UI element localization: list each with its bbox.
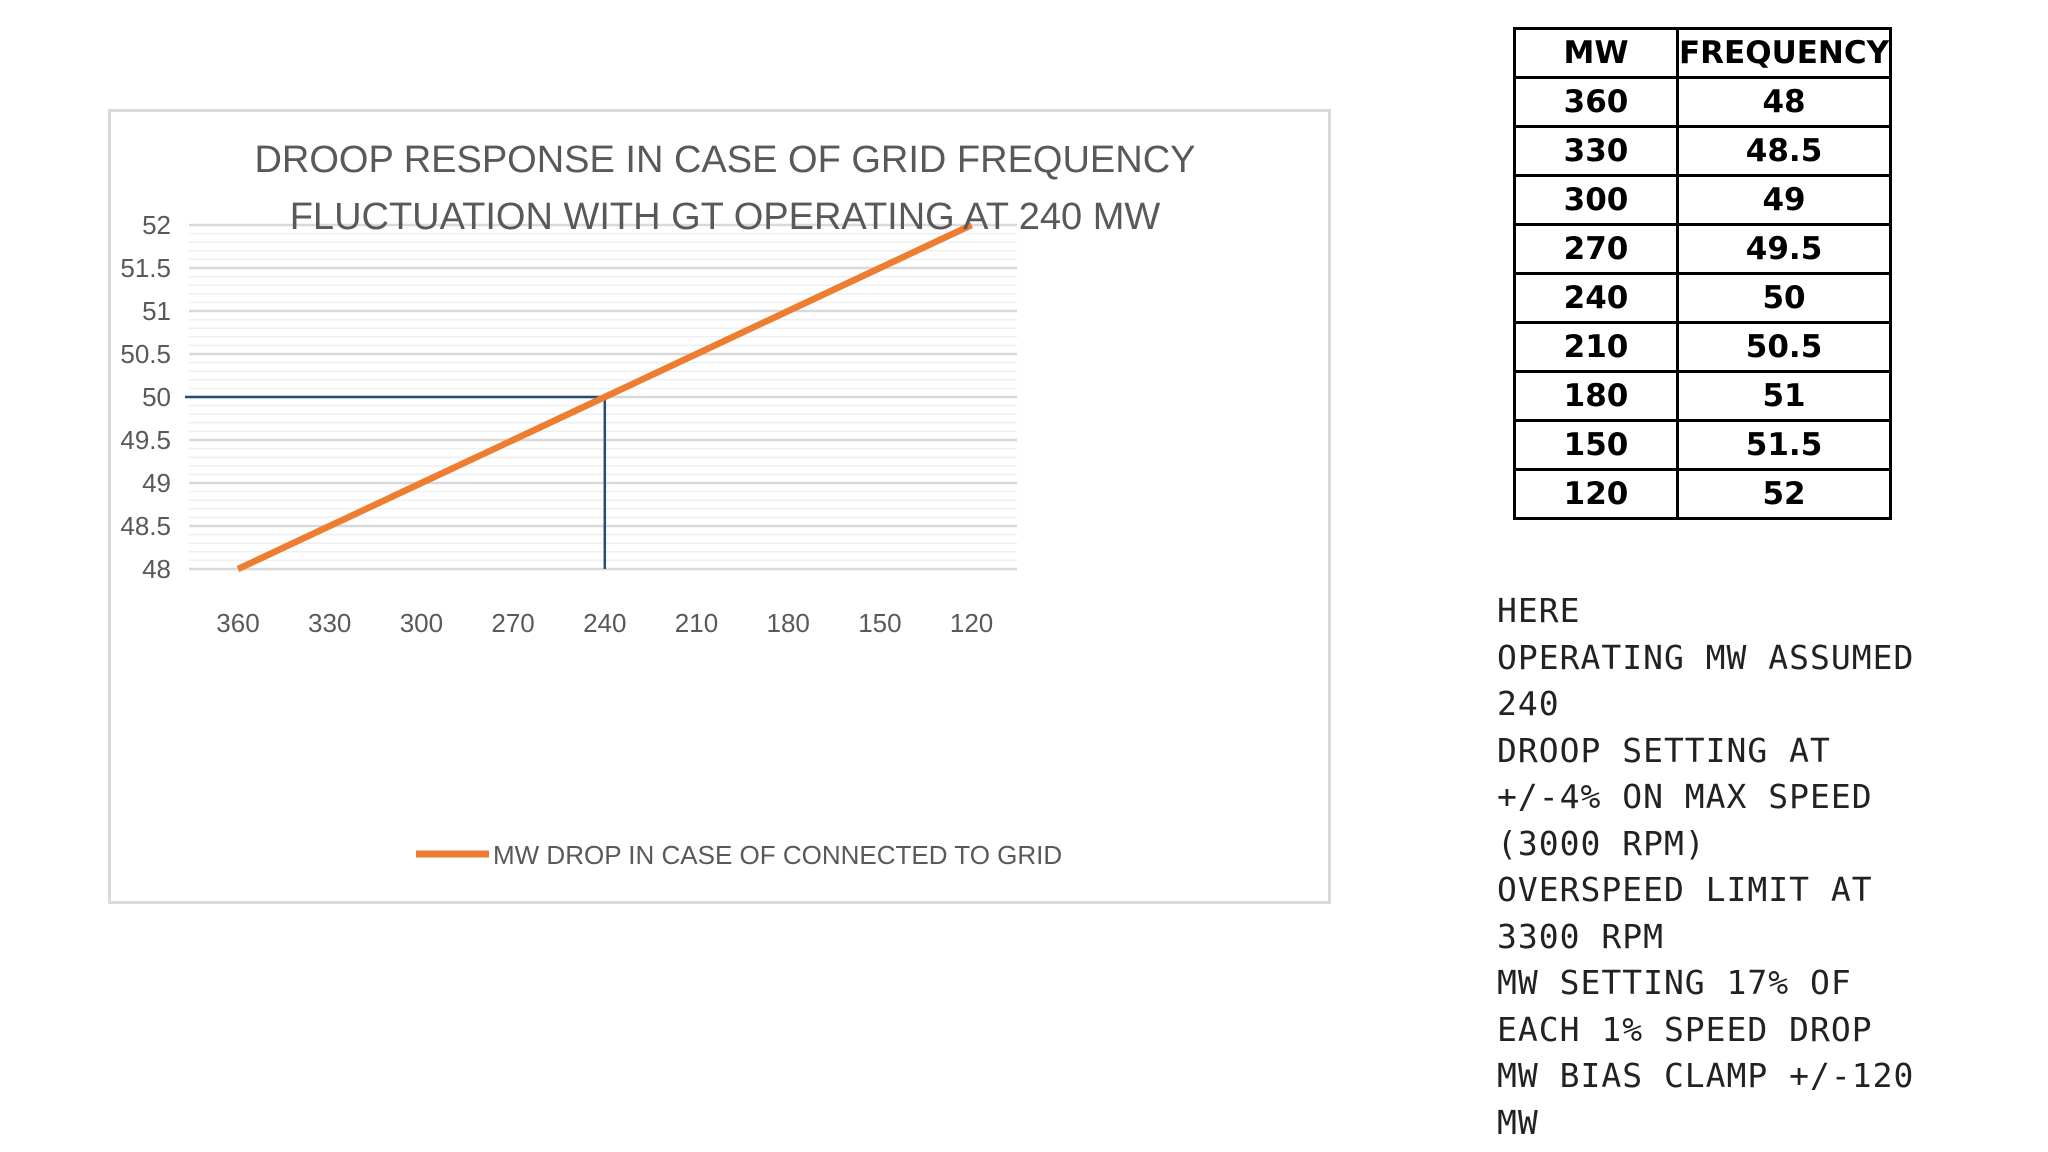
cell-mw: 330 — [1513, 125, 1679, 177]
x-tick-label: 180 — [767, 608, 810, 638]
table-row: 150 51.5 — [1513, 419, 1893, 471]
table-row: 180 51 — [1513, 370, 1893, 422]
column-header-frequency: FREQUENCY — [1675, 27, 1893, 79]
y-tick-label: 49.5 — [120, 425, 171, 455]
cell-frequency: 49 — [1675, 174, 1893, 226]
cell-mw: 300 — [1513, 174, 1679, 226]
cell-frequency: 51.5 — [1675, 419, 1893, 471]
cell-mw: 360 — [1513, 76, 1679, 128]
cell-mw: 150 — [1513, 419, 1679, 471]
chart-legend: MW DROP IN CASE OF CONNECTED TO GRID — [416, 840, 1062, 870]
y-axis-ticks: 52 51.5 51 50.5 50 49.5 49 48.5 48 — [120, 210, 171, 584]
x-tick-label: 120 — [950, 608, 993, 638]
y-tick-label: 51 — [142, 296, 171, 326]
table-row: 300 49 — [1513, 174, 1893, 226]
cell-mw: 240 — [1513, 272, 1679, 324]
table-row: 210 50.5 — [1513, 321, 1893, 373]
table-row: 330 48.5 — [1513, 125, 1893, 177]
chart-title-line-1: DROOP RESPONSE IN CASE OF GRID FREQUENCY — [254, 139, 1195, 181]
note-line: HERE — [1497, 591, 1581, 630]
note-line: OPERATING MW ASSUMED — [1497, 637, 1915, 677]
cell-frequency: 48 — [1675, 76, 1893, 128]
cell-frequency: 48.5 — [1675, 125, 1893, 177]
y-tick-label: 51.5 — [120, 253, 171, 283]
legend-label: MW DROP IN CASE OF CONNECTED TO GRID — [493, 840, 1062, 870]
operating-notes: HERE OPERATING MW ASSUMED 240 DROOP SETTING… — [1497, 588, 2037, 1146]
chart-series — [236, 222, 973, 572]
table-row: 360 48 — [1513, 76, 1893, 128]
x-tick-label: 270 — [491, 608, 534, 638]
x-tick-label: 150 — [858, 608, 901, 638]
x-tick-label: 330 — [308, 608, 351, 638]
y-tick-label: 50 — [142, 382, 171, 412]
note-line: MW SETTING 17% OF — [1497, 963, 1852, 1002]
note-line: MW — [1497, 1102, 1539, 1142]
column-header-mw: MW — [1513, 27, 1679, 79]
y-tick-label: 49 — [142, 468, 171, 498]
table-header-row: MW FREQUENCY — [1513, 27, 1893, 79]
note-line: 3300 RPM — [1497, 916, 1664, 956]
y-tick-label: 50.5 — [120, 339, 171, 369]
reference-lines — [185, 395, 607, 569]
note-line: MW BIAS CLAMP +/-120 — [1497, 1056, 1915, 1095]
y-tick-label: 52 — [142, 210, 171, 240]
note-line: DROOP SETTING AT — [1497, 730, 1831, 770]
cell-frequency: 51 — [1675, 370, 1893, 422]
cell-mw: 210 — [1513, 321, 1679, 373]
cell-mw: 120 — [1513, 468, 1679, 520]
chart-frame: 52 51.5 51 50.5 50 49.5 49 48.5 48 360 330 300 270 2… — [108, 109, 1331, 904]
note-line: (3000 RPM) — [1497, 823, 1706, 863]
x-tick-label: 360 — [216, 608, 259, 638]
cell-frequency: 50 — [1675, 272, 1893, 324]
note-line: EACH 1% SPEED DROP — [1497, 1009, 1873, 1049]
x-tick-label: 240 — [583, 608, 626, 638]
table-row: 240 50 — [1513, 272, 1893, 324]
cell-frequency: 50.5 — [1675, 321, 1893, 373]
x-axis-ticks: 360 330 300 270 240 210 180 150 120 — [216, 608, 993, 638]
note-line: OVERSPEED LIMIT AT — [1497, 870, 1873, 909]
mw-frequency-table: MW FREQUENCY 360 48 330 48.5 300 49 270 49.5 240… — [1513, 27, 1893, 520]
cell-frequency: 52 — [1675, 468, 1893, 520]
cell-mw: 270 — [1513, 223, 1679, 275]
y-tick-label: 48 — [142, 554, 171, 584]
table-row: 120 52 — [1513, 468, 1893, 520]
droop-chart: 52 51.5 51 50.5 50 49.5 49 48.5 48 360 330 300 270 2… — [120, 139, 1195, 870]
cell-mw: 180 — [1513, 370, 1679, 422]
y-tick-label: 48.5 — [120, 511, 171, 541]
x-tick-label: 210 — [675, 608, 718, 638]
cell-frequency: 49.5 — [1675, 223, 1893, 275]
note-line: 240 — [1497, 684, 1560, 723]
table-row: 270 49.5 — [1513, 223, 1893, 275]
x-tick-label: 300 — [400, 608, 443, 638]
note-line: +/-4% ON MAX SPEED — [1497, 777, 1873, 816]
chart-title-line-2: FLUCTUATION WITH GT OPERATING AT 240 MW — [290, 196, 1161, 238]
